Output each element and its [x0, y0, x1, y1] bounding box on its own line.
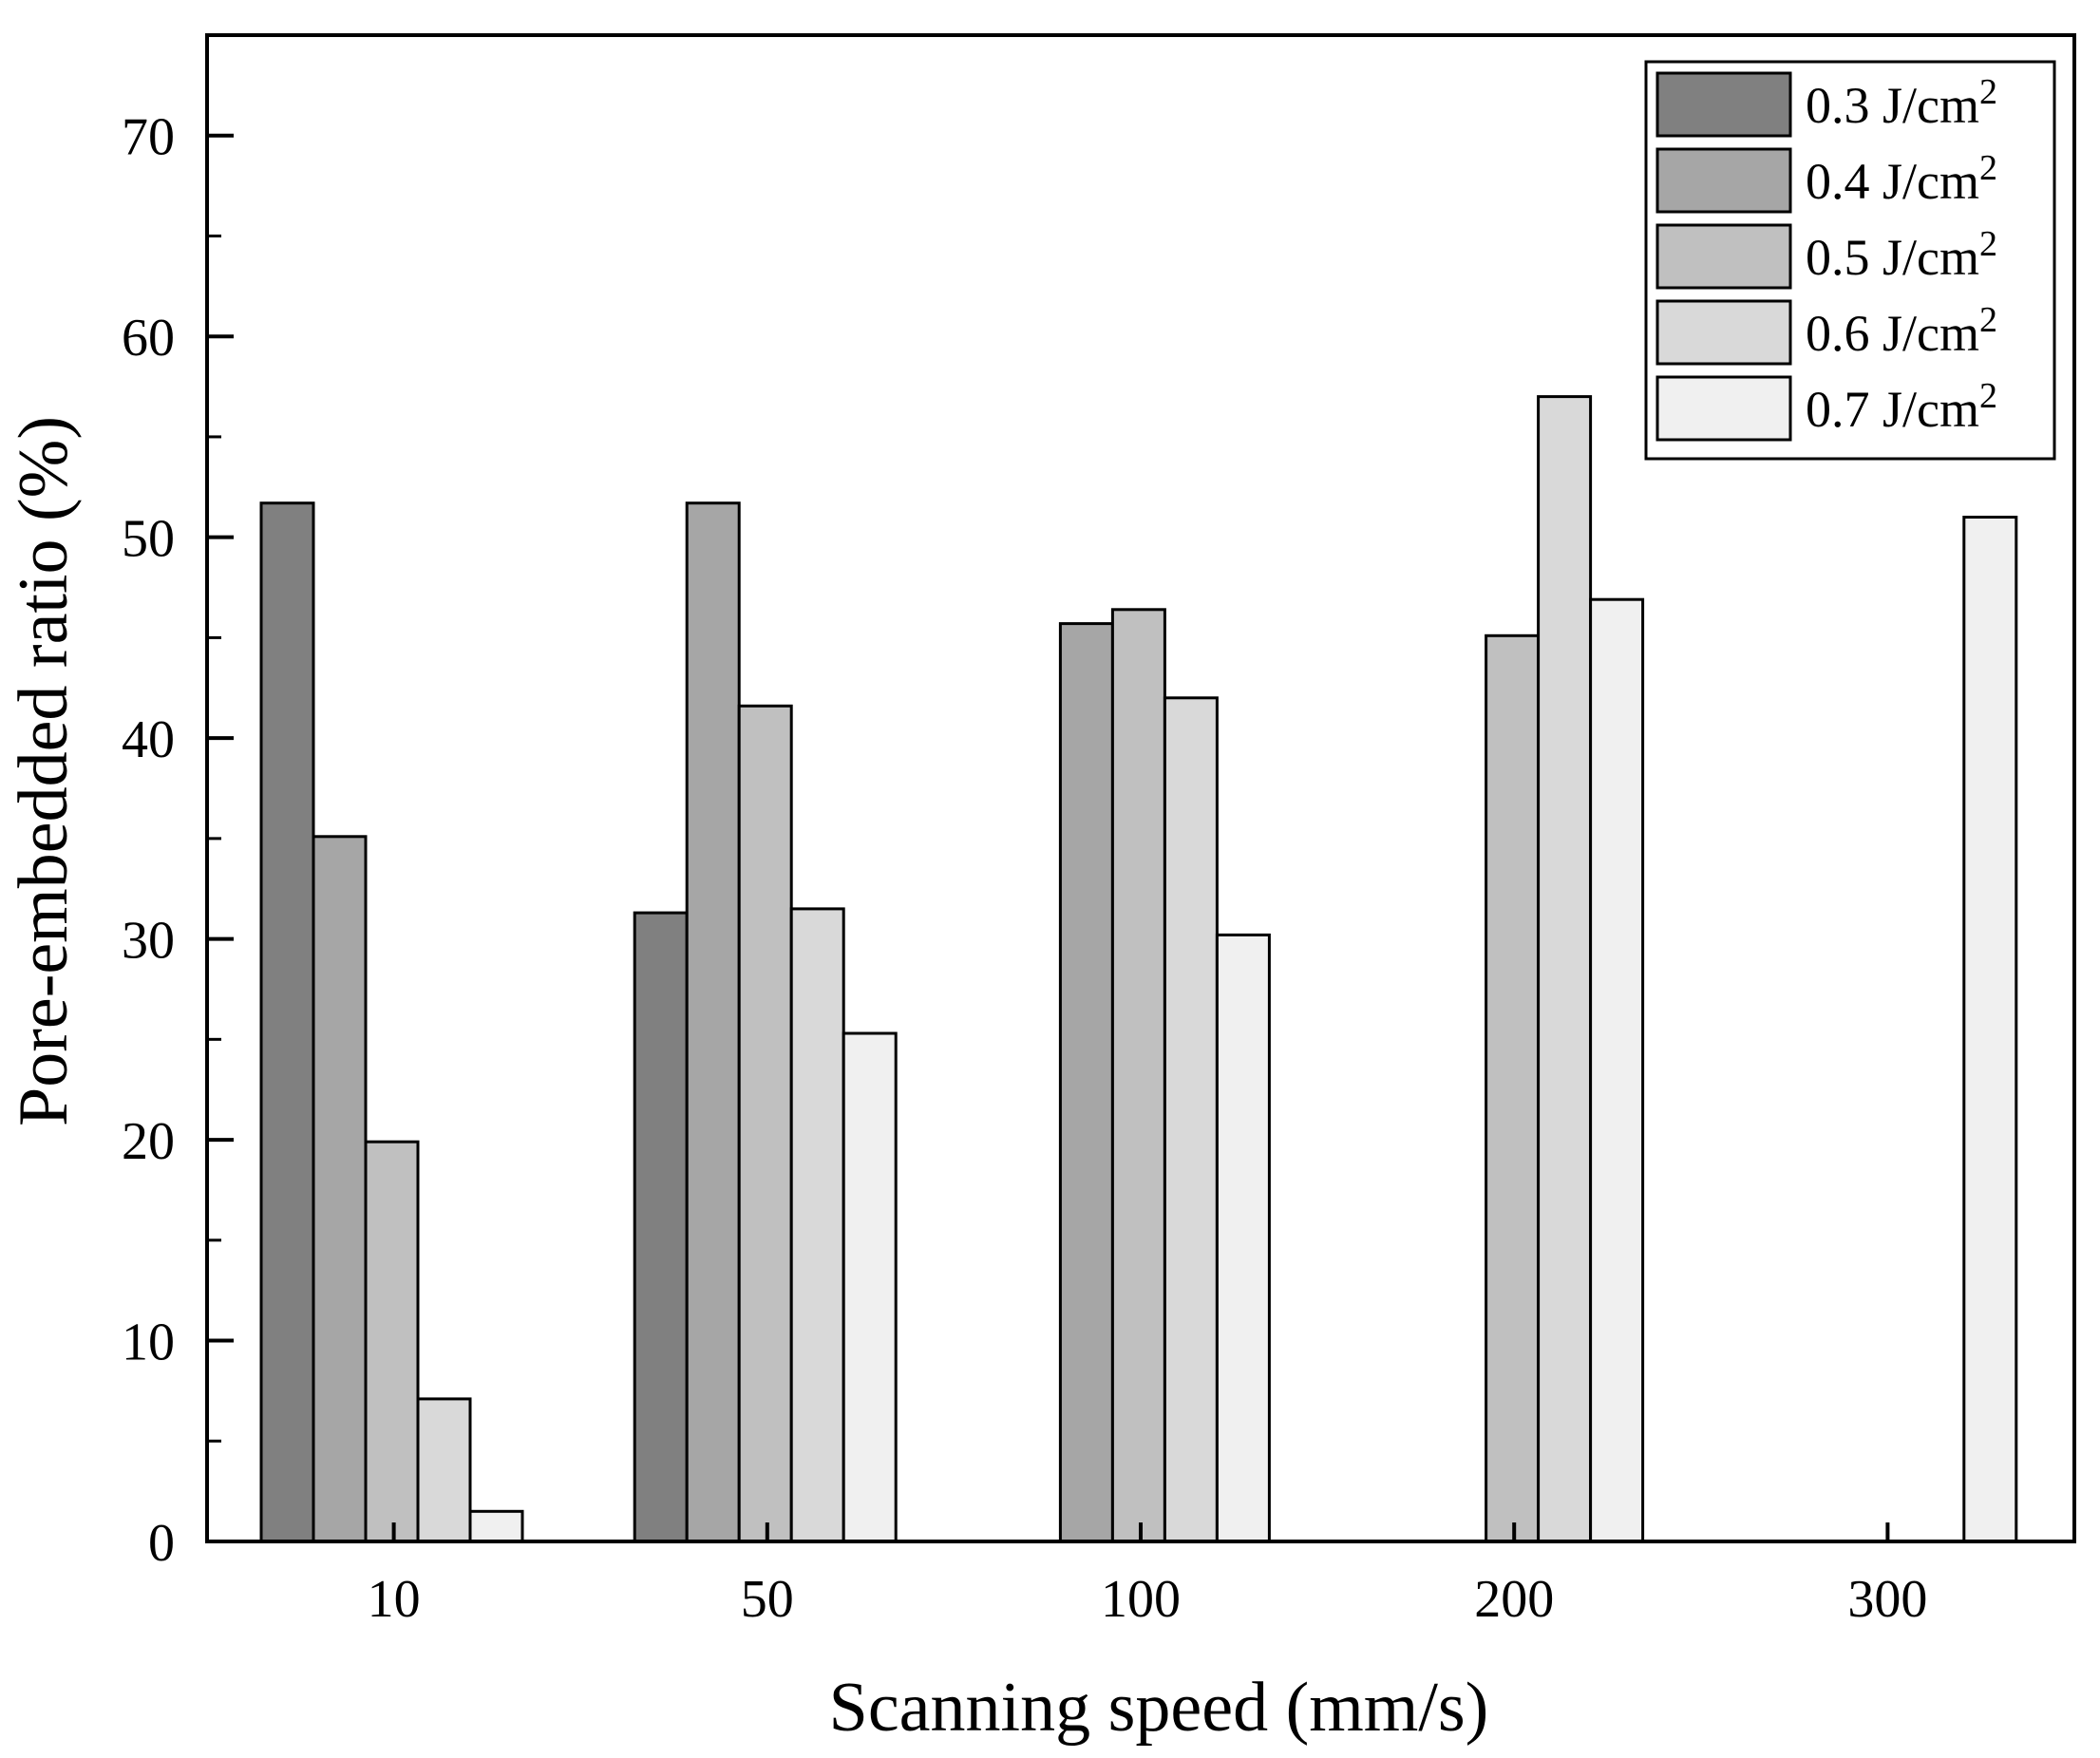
legend-label: 0.6 J/cm2 — [1806, 300, 1997, 362]
x-tick-label: 300 — [1847, 1570, 1927, 1629]
legend-label-superscript: 2 — [1979, 148, 1997, 188]
y-tick-label: 70 — [122, 108, 175, 167]
bar-10-series-1 — [259, 501, 315, 1543]
bar-100-series-4 — [1163, 696, 1219, 1543]
bar-100-series-5 — [1215, 933, 1271, 1543]
y-axis-label: Pore-embedded ratio (%) — [5, 416, 83, 1126]
legend-label: 0.5 J/cm2 — [1806, 224, 1997, 286]
legend-label-superscript: 2 — [1979, 300, 1997, 340]
y-tick-label: 20 — [122, 1112, 175, 1171]
bars-layer — [259, 395, 2018, 1543]
x-tick-label: 200 — [1474, 1570, 1554, 1629]
bar-50-series-5 — [842, 1031, 898, 1543]
bar-300-series-5 — [1962, 516, 2018, 1543]
legend-swatch — [1655, 223, 1792, 290]
legend-label: 0.4 J/cm2 — [1806, 148, 1997, 210]
bar-100-series-3 — [1110, 608, 1166, 1543]
bar-10-series-5 — [468, 1509, 524, 1543]
x-tick-label: 10 — [368, 1570, 421, 1629]
legend-swatch — [1655, 71, 1792, 138]
bar-200-series-5 — [1589, 597, 1645, 1543]
x-axis-label: Scanning speed (mm/s) — [829, 1669, 1489, 1747]
bar-10-series-3 — [364, 1140, 420, 1543]
legend-label-superscript: 2 — [1979, 72, 1997, 112]
y-tick-label: 60 — [122, 309, 175, 368]
y-tick-label: 40 — [122, 710, 175, 769]
legend: 0.3 J/cm2 0.4 J/cm2 0.5 J/cm2 0.6 J/cm2 0.7 … — [1644, 60, 2056, 461]
legend-label: 0.3 J/cm2 — [1806, 72, 1997, 134]
legend-label: 0.7 J/cm2 — [1806, 376, 1997, 438]
bar-10-series-4 — [416, 1397, 472, 1543]
legend-swatch — [1655, 147, 1792, 214]
x-tick-label: 50 — [741, 1570, 794, 1629]
bar-200-series-3 — [1485, 633, 1541, 1543]
bar-50-series-3 — [737, 704, 793, 1543]
bar-10-series-2 — [312, 835, 368, 1543]
legend-label-superscript: 2 — [1979, 224, 1997, 264]
bar-50-series-1 — [633, 911, 689, 1543]
legend-swatch — [1655, 299, 1792, 366]
x-tick-label: 100 — [1101, 1570, 1181, 1629]
legend-swatch — [1655, 375, 1792, 442]
legend-label-superscript: 2 — [1979, 376, 1997, 416]
axes-layer: 0 10 20 30 40 50 60 70 10 50 100 200 300 — [122, 33, 2076, 1629]
bar-200-series-4 — [1537, 395, 1593, 1543]
bar-50-series-4 — [789, 907, 845, 1543]
y-tick-label: 10 — [122, 1314, 175, 1372]
y-tick-label: 0 — [148, 1514, 175, 1573]
bar-50-series-2 — [685, 501, 741, 1543]
bar-100-series-2 — [1058, 622, 1114, 1543]
y-tick-label: 30 — [122, 912, 175, 971]
y-tick-label: 50 — [122, 510, 175, 569]
